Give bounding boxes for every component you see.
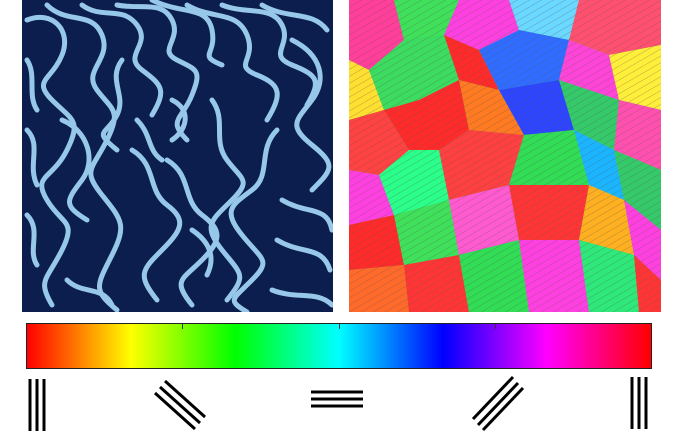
vertical-stripes-svg: [28, 379, 46, 431]
diagonal-stripes-icon: [152, 375, 212, 433]
horizontal-stripes-svg: [311, 390, 363, 408]
orientation-colorbar: [26, 323, 652, 369]
colorbar-tick: [339, 324, 340, 329]
vertical-stripes-icon: [16, 375, 76, 433]
orientation-domain-svg: [349, 0, 661, 312]
colorbar-tick: [495, 324, 496, 329]
horizontal-stripes-icon: [306, 375, 366, 433]
diagonal-stripes-svg: [471, 375, 525, 432]
vertical-stripes-svg: [630, 377, 648, 429]
colorbar-tick: [182, 324, 183, 329]
diagonal-stripes-icon: [470, 375, 530, 433]
vertical-stripes-icon: [610, 375, 670, 433]
stripe-pattern-svg: [22, 0, 333, 312]
diagonal-stripes-svg: [153, 379, 207, 431]
orientation-domain-image: [349, 0, 661, 312]
stripe-pattern-image: [22, 0, 333, 312]
